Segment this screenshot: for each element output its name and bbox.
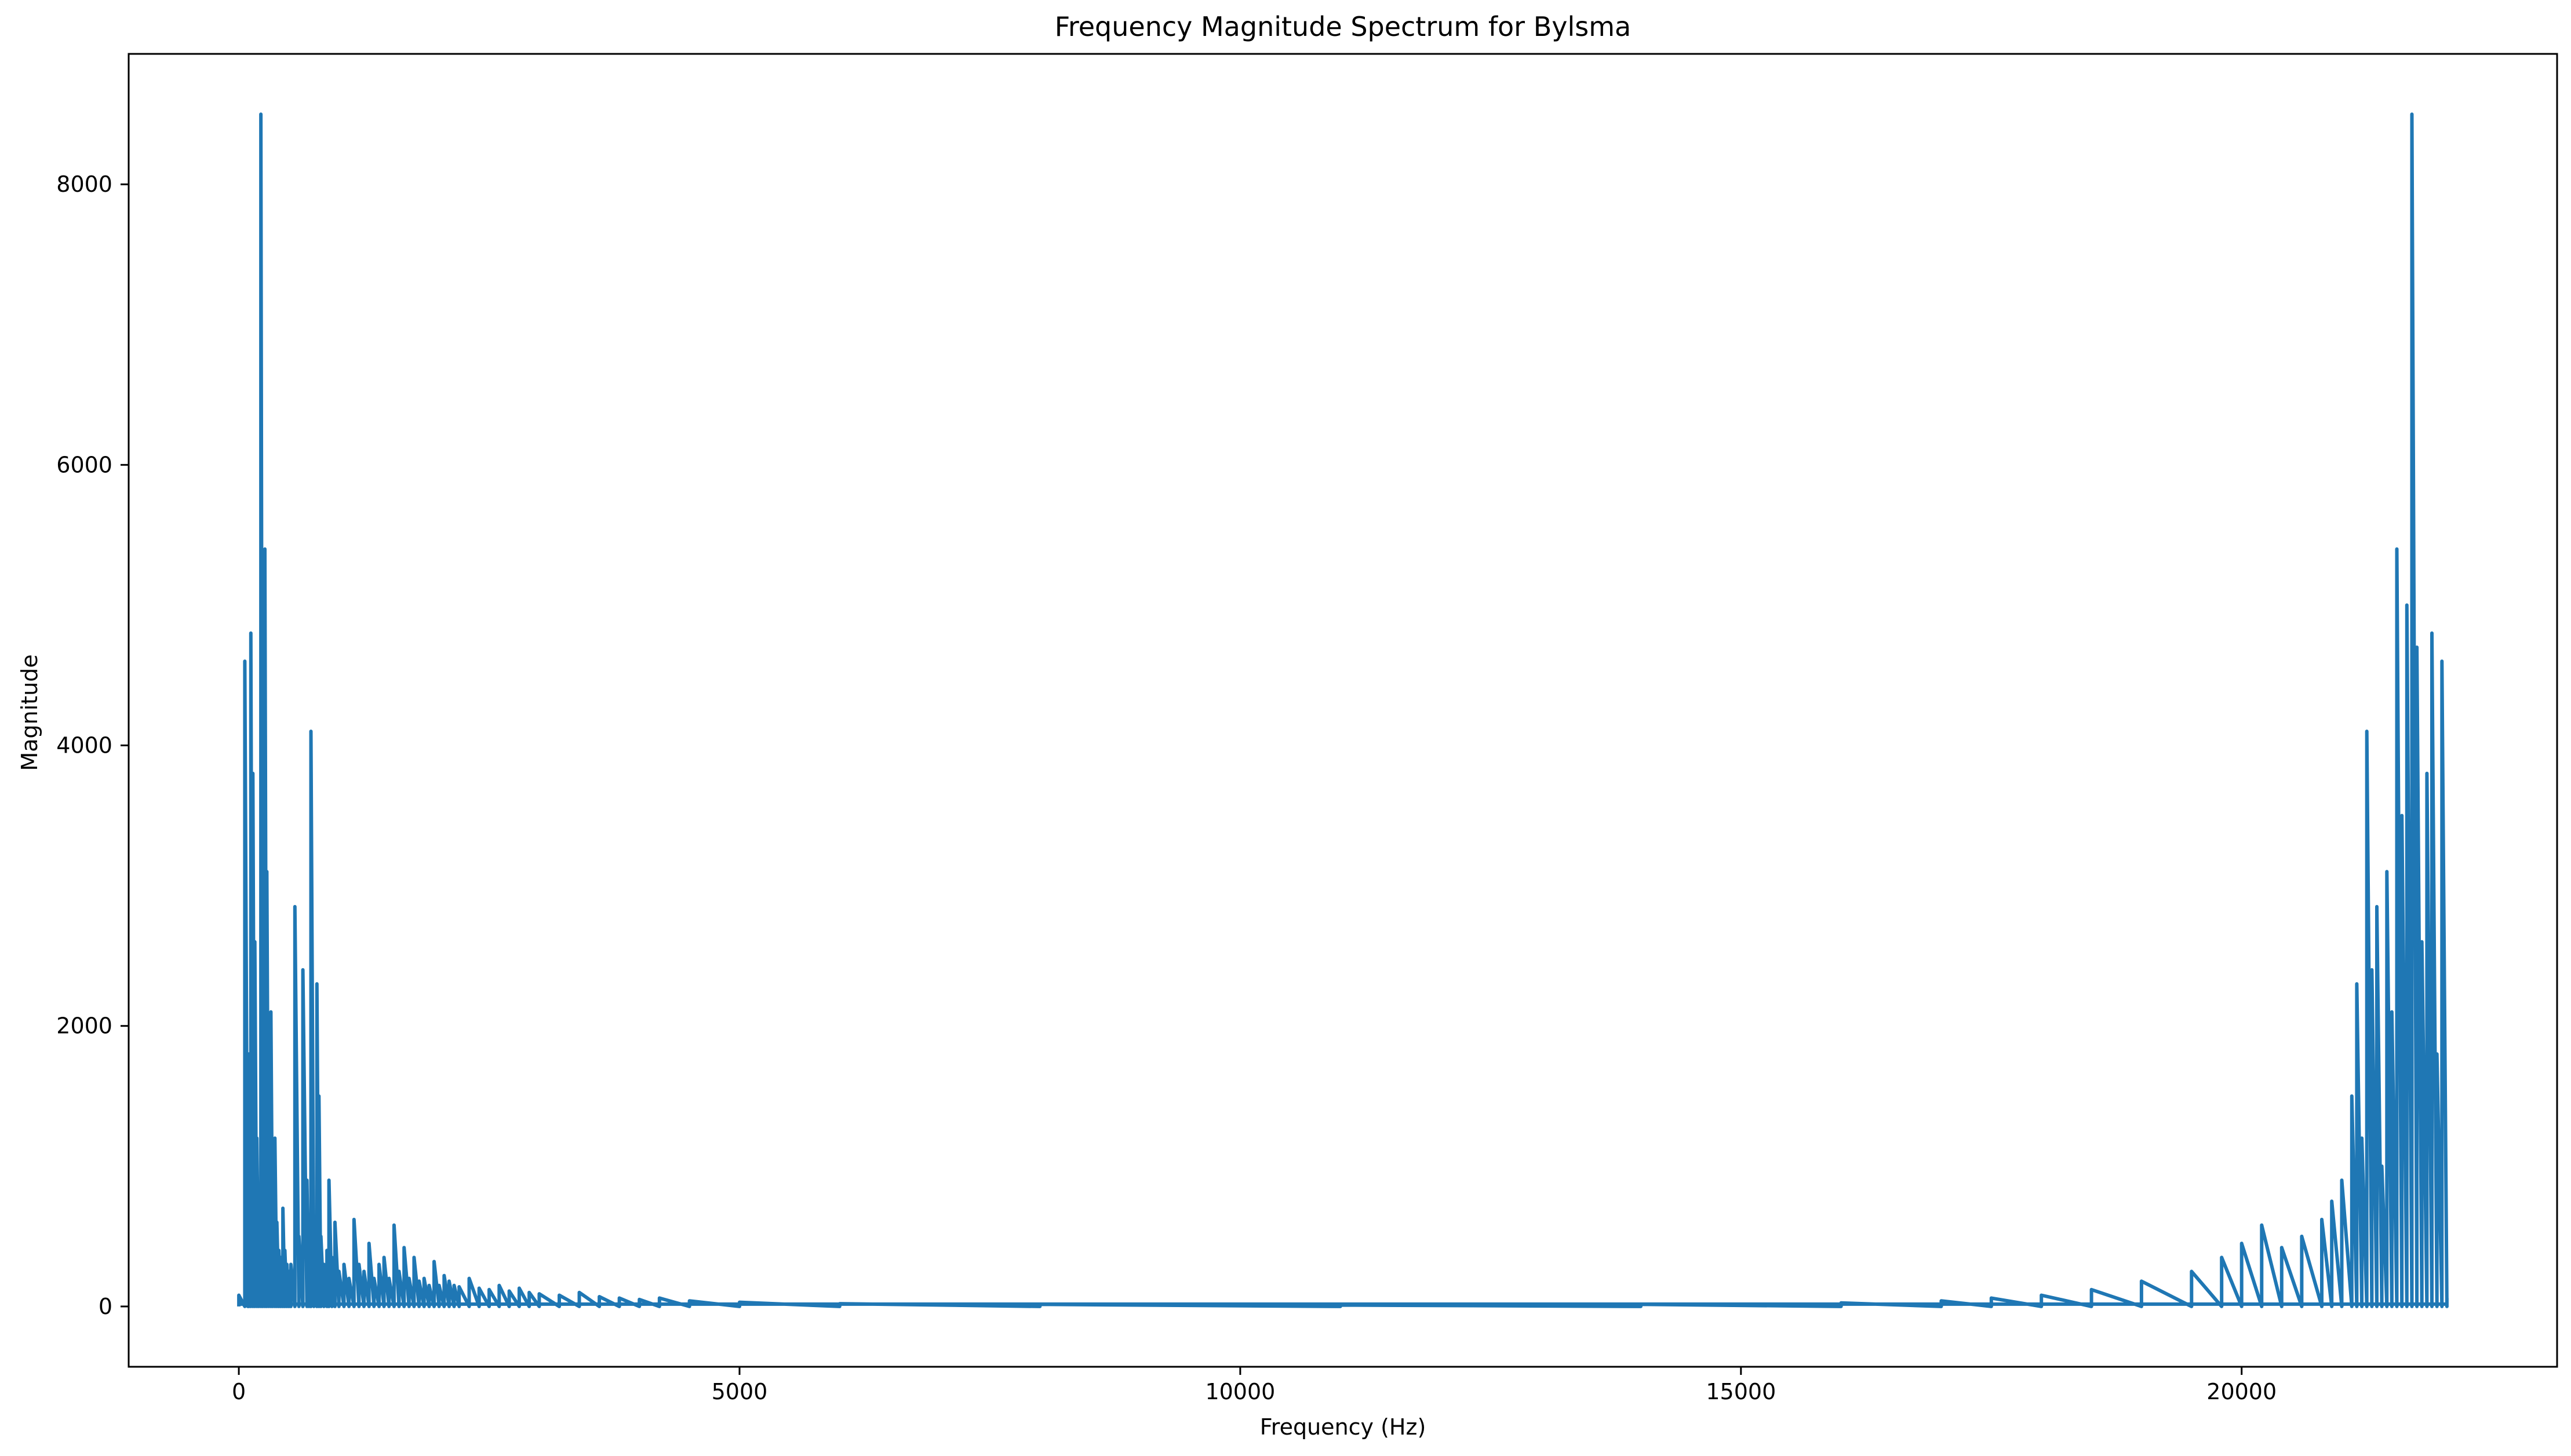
plot-area (237, 112, 2449, 1308)
y-axis-label: Magnitude (17, 654, 42, 771)
x-tick-label: 20000 (2206, 1379, 2277, 1404)
y-tick-label: 2000 (56, 1013, 112, 1039)
series-line-0 (237, 112, 2449, 1308)
y-tick-label: 8000 (56, 171, 112, 197)
axes-frame (128, 53, 2558, 1368)
y-tick-label: 0 (99, 1294, 112, 1319)
x-tick-label: 0 (232, 1379, 246, 1404)
x-tick-label: 10000 (1205, 1379, 1275, 1404)
y-tick-label: 4000 (56, 733, 112, 758)
chart-title: Frequency Magnitude Spectrum for Bylsma (1055, 11, 1632, 42)
axes: 0 5000 10000 15000 20000 0 2000 4000 6000 8000 (56, 53, 2558, 1404)
x-axis-label: Frequency (Hz) (1260, 1414, 1426, 1440)
x-tick-label: 5000 (712, 1379, 768, 1404)
x-tick-label: 15000 (1706, 1379, 1776, 1404)
y-tick-label: 6000 (56, 452, 112, 477)
